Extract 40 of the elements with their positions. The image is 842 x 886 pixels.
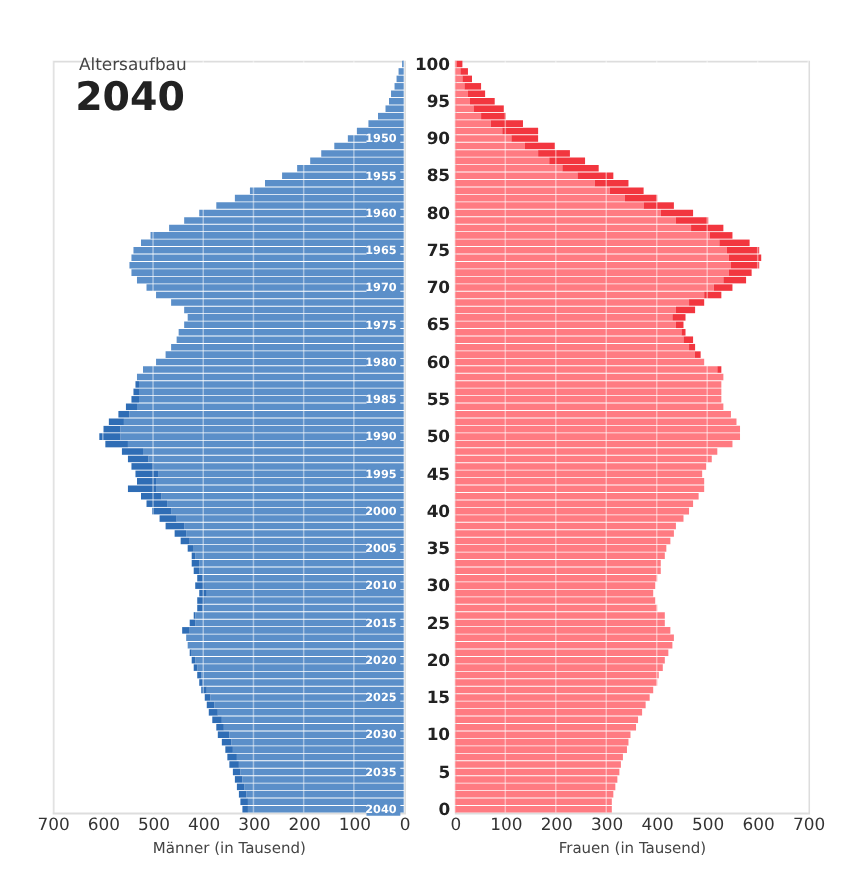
y-tick-label: 55 (426, 388, 451, 409)
x-tick-label: 400 (641, 814, 674, 835)
x-axis-title: Frauen (in Tausend) (558, 838, 707, 857)
y-tick-label: 0 (438, 798, 451, 819)
y-tick-label: 25 (426, 612, 451, 633)
y-tick-label: 35 (426, 538, 451, 559)
x-tick-label: 100 (338, 814, 371, 835)
y-tick-label: 10 (426, 724, 451, 745)
x-tick-label: 500 (692, 814, 725, 835)
y-tick-label: 20 (426, 649, 451, 670)
y-tick-label: 30 (426, 575, 451, 596)
y-tick-label: 5 (438, 761, 451, 782)
x-tick-label: 400 (188, 814, 221, 835)
chart-title: 2040 (75, 73, 185, 120)
x-tick-label: 300 (591, 814, 624, 835)
y-tick-label: 40 (426, 500, 451, 521)
y-tick-label: 50 (426, 426, 451, 447)
x-tick-label: 600 (87, 814, 120, 835)
x-tick-label: 700 (793, 814, 826, 835)
y-tick-label: 15 (426, 687, 451, 708)
y-tick-label: 60 (426, 351, 451, 372)
x-tick-label: 200 (540, 814, 573, 835)
y-tick-label: 95 (426, 90, 451, 111)
x-tick-label: 0 (399, 814, 411, 835)
y-tick-label: 75 (426, 239, 451, 260)
y-tick-label: 100 (414, 53, 451, 74)
x-tick-label: 700 (37, 814, 70, 835)
x-tick-label: 200 (288, 814, 321, 835)
y-tick-label: 80 (426, 202, 451, 223)
y-tick-label: 45 (426, 463, 451, 484)
x-tick-label: 100 (490, 814, 523, 835)
chart-subtitle: Altersaufbau (78, 54, 187, 75)
x-tick-label: 600 (742, 814, 775, 835)
y-tick-label: 90 (426, 128, 451, 149)
x-tick-label: 500 (137, 814, 171, 835)
y-tick-label: 65 (426, 314, 451, 335)
y-tick-label: 70 (426, 277, 451, 298)
y-tick-label: 85 (426, 165, 451, 186)
x-axis-title: Männer (in Tausend) (152, 838, 306, 857)
x-tick-label: 300 (238, 814, 271, 835)
